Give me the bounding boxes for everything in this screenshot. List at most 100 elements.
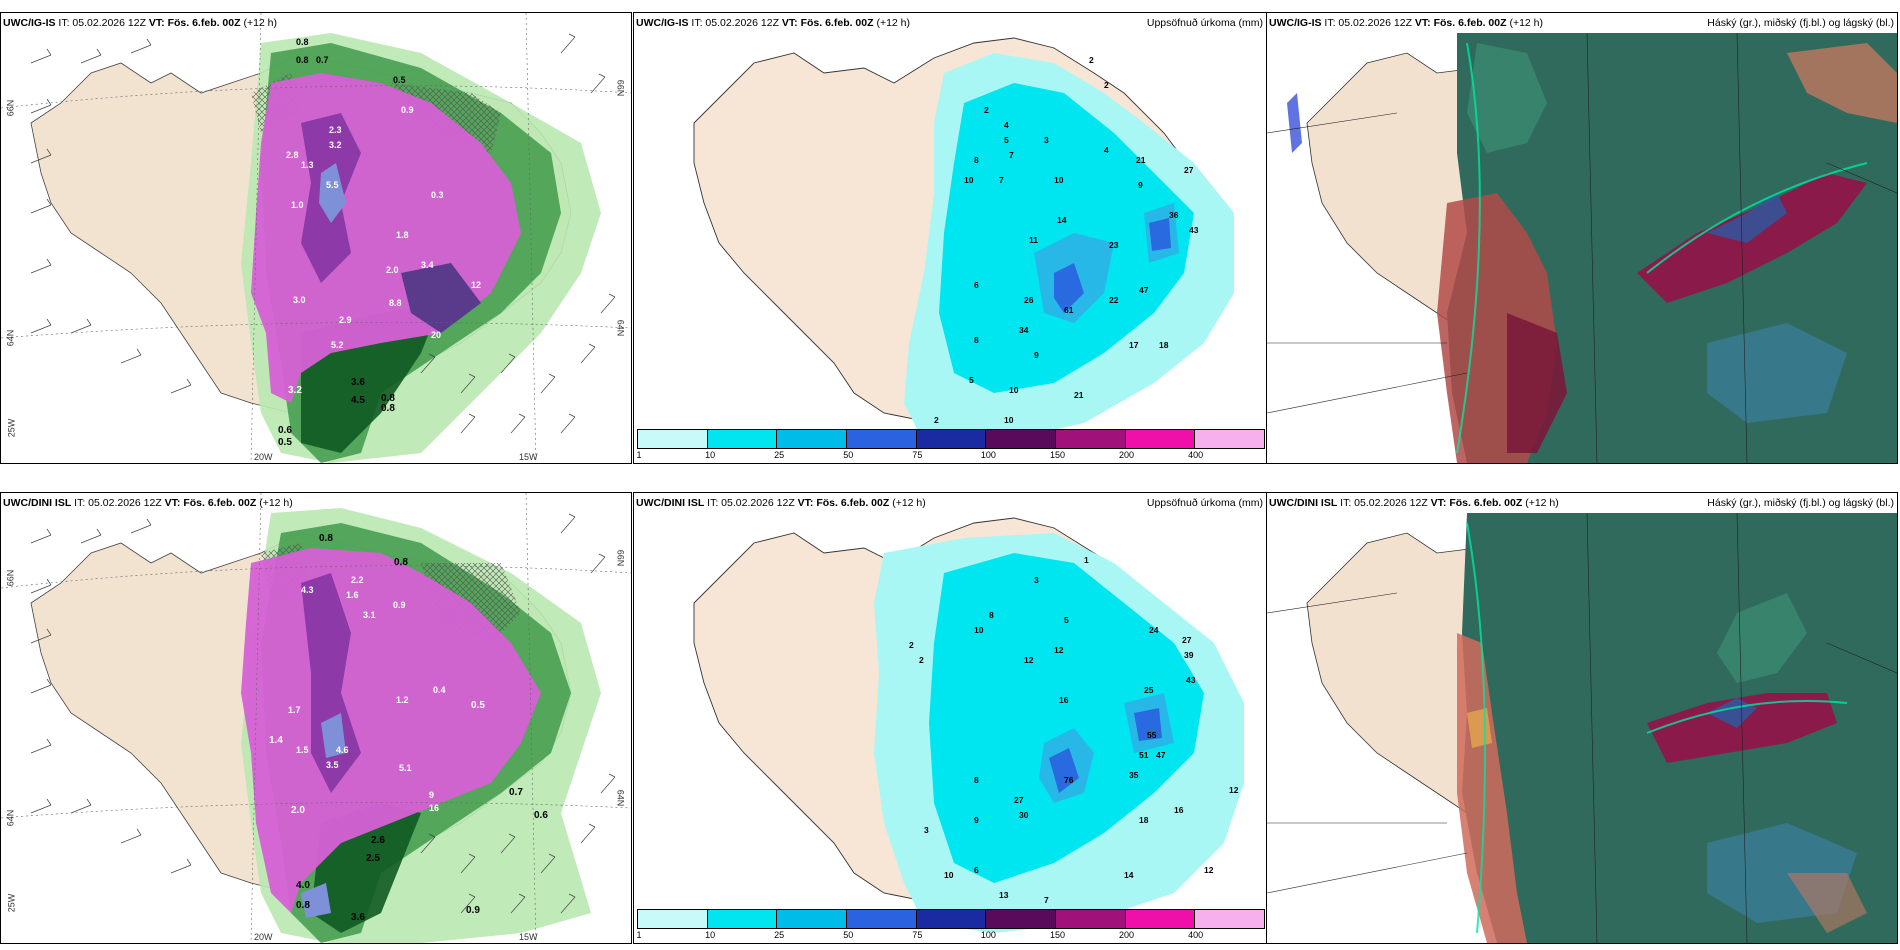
precip-value: 9 [1138,180,1143,190]
precip-value: 25 [1144,685,1154,695]
precip-value: 27 [1182,635,1192,645]
snow-map: 0.8 0.8 2.2 1.6 4.3 3.1 0.9 1.2 0.4 1.7 … [1,493,631,943]
precip-value: 47 [1139,285,1149,295]
precip-value: 18 [1139,815,1149,825]
colorbar-tick: 100 [980,930,996,940]
colorbar-tick: 75 [912,930,923,940]
snow-value: 0.9 [466,905,480,916]
snow-value: 3.6 [351,912,365,923]
snow-value: 1.0 [291,200,304,210]
colorbar-tick: 10 [705,450,716,460]
panel-title: UWC/DINI ISL IT: 05.02.2026 12Z VT: Fös.… [1269,497,1559,509]
snow-value: 0.4 [433,685,446,695]
colorbar-ticks: 1 10 25 50 75 100 150 200 400 [636,450,1265,462]
colorbar-tick: 150 [1049,930,1065,940]
precip-value: 7 [1044,895,1049,905]
precip-value: 10 [1009,385,1019,395]
snow-value: 0.8 [296,37,309,47]
precip-value: 13 [999,890,1009,900]
precip-value: 5 [1064,615,1069,625]
precip-value: 76 [1064,775,1074,785]
cloud-map [1267,32,1897,463]
snow-value: 0.7 [509,787,523,798]
snow-value: 2.8 [286,150,299,160]
snow-value: 0.6 [278,425,292,436]
precip-values: 2 4 5 7 3 8 10 7 10 14 21 27 36 43 11 23… [934,55,1199,425]
lat-label: 66N [615,79,626,97]
precip-value: 2 [919,655,924,665]
colorbar-tick: 100 [980,450,996,460]
panel-title: UWC/DINI ISL IT: 05.02.2026 12Z VT: Fös.… [636,497,926,509]
snow-value: 5.5 [326,180,339,190]
precip-value: 34 [1019,325,1029,335]
snow-value: 0.8 [319,533,333,544]
colorbar-bin [1195,430,1265,448]
colorbar-tick: 10 [705,930,716,940]
precip-value: 2 [909,640,914,650]
snow-value: 5.1 [399,763,412,773]
lon-label: 20W [254,452,273,462]
snow-value: 0.8 [394,557,408,568]
cloud-high-red [1457,633,1527,943]
precip-value: 2 [1104,80,1109,90]
snow-value: 0.6 [534,810,548,821]
lat-label: 66N [5,99,16,117]
precip-value: 27 [1184,165,1194,175]
snow-value: 1.6 [346,590,359,600]
precip-value: 21 [1074,390,1084,400]
lat-label: 64N [5,809,16,827]
graticule [1,13,631,463]
precip-value: 43 [1186,675,1196,685]
precip-value: 1 [1084,555,1089,565]
precip-value: 12 [1229,785,1239,795]
snow-value: 0.8 [381,403,395,414]
colorbar-tick: 200 [1119,930,1135,940]
precip-map: 1 2 3 5 8 10 12 12 16 24 27 39 43 25 55 … [693,517,1244,933]
snow-value: 3.2 [288,385,302,396]
lon-label: 15W [519,452,538,462]
precip-value: 26 [1024,295,1034,305]
precip-map-panel-igis: UWC/IG-IS IT: 05.02.2026 12Z VT: Fös. 6.… [633,12,1267,464]
colorbar-bin [707,910,778,928]
snow-value: 4.6 [336,745,349,755]
snow-value: 1.5 [296,745,309,755]
lat-label: 64N [615,789,626,807]
snow-map-panel-dini: UWC/DINI ISL IT: 05.02.2026 12Z VT: Fös.… [0,492,632,944]
precip-value: 16 [1059,695,1069,705]
precip-value: 2 [934,415,939,425]
precip-value: 10 [964,175,974,185]
precip-value: 6 [974,865,979,875]
precip-value: 8 [974,335,979,345]
snow-value: 0.5 [393,75,406,85]
cloud-mid-green [1467,43,1547,153]
colorbar-bin [1056,430,1126,448]
lat-label: 64N [615,319,626,337]
snow-value: 1.4 [269,735,283,746]
precip-value: 47 [1156,750,1166,760]
precip-value: 7 [999,175,1004,185]
snow-value: 0.8 [381,393,395,404]
colorbar-tick: 200 [1119,450,1135,460]
precip-value: 14 [1057,215,1067,225]
precip-value: 12 [1204,865,1214,875]
snow-value: 9 [429,790,434,800]
precip-value: 5 [969,375,974,385]
precip-value: 12 [1054,645,1064,655]
colorbar-tick: 400 [1188,930,1204,940]
colorbar-tick: 25 [774,930,785,940]
precip-value: 30 [1019,810,1029,820]
snow-value: 2.2 [351,575,364,585]
precip-value: 17 [1129,340,1139,350]
panel-title: UWC/IG-IS IT: 05.02.2026 12Z VT: Fös. 6.… [636,17,911,29]
colorbar-bin [638,430,708,448]
panel-variable-title: Háský (gr.), miðský (fj.bl.) og lágský (… [1707,497,1894,509]
precip-value: 12 [1024,655,1034,665]
colorbar-tick: 150 [1049,450,1065,460]
precip-value: 6 [974,280,979,290]
precip-value: 8 [974,775,979,785]
precip-value: 8 [989,610,994,620]
panel-title: UWC/DINI ISL IT: 05.02.2026 12Z VT: Fös.… [3,497,293,509]
colorbar-bin [1125,430,1196,448]
precip-value: 16 [1174,805,1184,815]
precip-value: 14 [1124,870,1134,880]
